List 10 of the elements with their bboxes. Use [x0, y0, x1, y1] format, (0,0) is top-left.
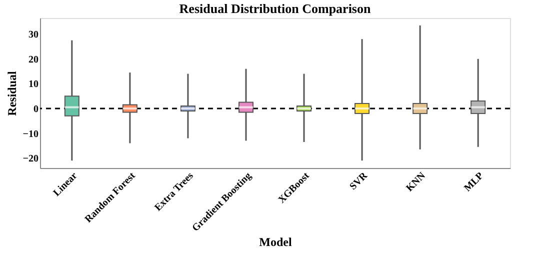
- y-tick-label: 20: [28, 54, 38, 66]
- y-tick-label: −20: [22, 154, 38, 165]
- y-tick-label: 10: [28, 79, 38, 90]
- y-tick-label: 30: [28, 30, 38, 41]
- x-tick-label: SVR: [348, 170, 370, 192]
- y-axis-title: Residual: [4, 70, 19, 116]
- y-tick-label: 0: [34, 104, 38, 115]
- y-tick-label: −10: [22, 128, 38, 140]
- chart-title: Residual Distribution Comparison: [179, 1, 372, 16]
- x-axis-title: Model: [259, 235, 292, 250]
